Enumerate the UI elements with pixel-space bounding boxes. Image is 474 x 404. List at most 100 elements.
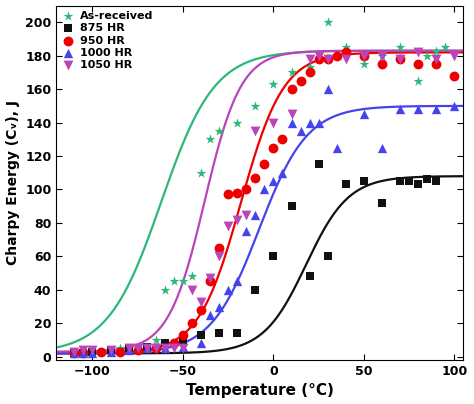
950 HR	[215, 245, 223, 251]
875 HR	[342, 181, 350, 188]
As-received	[98, 348, 105, 355]
1000 HR	[71, 350, 78, 357]
875 HR	[405, 178, 413, 184]
950 HR	[297, 78, 304, 84]
1050 HR	[143, 345, 151, 351]
875 HR	[414, 181, 422, 188]
950 HR	[261, 161, 268, 168]
950 HR	[378, 61, 386, 67]
1050 HR	[433, 56, 440, 62]
875 HR	[306, 273, 313, 280]
950 HR	[206, 278, 214, 285]
1050 HR	[451, 53, 458, 59]
1050 HR	[224, 223, 232, 229]
1000 HR	[433, 106, 440, 112]
1050 HR	[206, 275, 214, 281]
1050 HR	[243, 211, 250, 218]
As-received	[215, 128, 223, 134]
1050 HR	[342, 56, 350, 62]
875 HR	[125, 345, 132, 351]
875 HR	[270, 253, 277, 260]
1000 HR	[396, 106, 404, 112]
As-received	[125, 345, 132, 351]
As-received	[342, 44, 350, 50]
Legend: As-received, 875 HR, 950 HR, 1000 HR, 1050 HR: As-received, 875 HR, 950 HR, 1000 HR, 10…	[60, 9, 155, 72]
875 HR	[143, 343, 151, 350]
As-received	[396, 44, 404, 50]
950 HR	[188, 320, 196, 326]
950 HR	[279, 136, 286, 143]
As-received	[89, 350, 96, 357]
1000 HR	[233, 278, 241, 285]
1050 HR	[188, 286, 196, 293]
1000 HR	[206, 311, 214, 318]
As-received	[152, 337, 160, 343]
875 HR	[71, 350, 78, 357]
1050 HR	[270, 119, 277, 126]
1000 HR	[252, 211, 259, 218]
As-received	[206, 136, 214, 143]
As-received	[288, 69, 295, 76]
950 HR	[197, 307, 205, 313]
1050 HR	[152, 345, 160, 351]
1000 HR	[143, 345, 151, 351]
Y-axis label: Charpy Energy (Cᵥ), J: Charpy Energy (Cᵥ), J	[6, 100, 19, 265]
875 HR	[378, 200, 386, 206]
As-received	[414, 78, 422, 84]
As-received	[442, 44, 449, 50]
1050 HR	[252, 128, 259, 134]
As-received	[270, 81, 277, 87]
As-received	[378, 53, 386, 59]
1000 HR	[360, 111, 368, 118]
1000 HR	[261, 186, 268, 193]
1050 HR	[107, 347, 114, 353]
1050 HR	[360, 53, 368, 59]
950 HR	[333, 53, 341, 59]
As-received	[116, 345, 123, 351]
1000 HR	[80, 350, 87, 357]
875 HR	[179, 337, 187, 343]
1050 HR	[134, 345, 141, 351]
950 HR	[396, 56, 404, 62]
As-received	[161, 286, 169, 293]
1000 HR	[315, 119, 322, 126]
950 HR	[243, 186, 250, 193]
1000 HR	[107, 348, 114, 355]
1050 HR	[414, 49, 422, 56]
1000 HR	[270, 178, 277, 184]
875 HR	[233, 330, 241, 337]
875 HR	[215, 330, 223, 337]
950 HR	[451, 73, 458, 79]
1000 HR	[125, 347, 132, 353]
As-received	[179, 278, 187, 285]
1050 HR	[80, 347, 87, 353]
1000 HR	[288, 119, 295, 126]
1000 HR	[224, 286, 232, 293]
As-received	[252, 103, 259, 109]
As-received	[80, 348, 87, 355]
1050 HR	[179, 345, 187, 351]
950 HR	[342, 49, 350, 56]
950 HR	[360, 53, 368, 59]
875 HR	[433, 178, 440, 184]
875 HR	[161, 340, 169, 347]
950 HR	[252, 175, 259, 181]
1050 HR	[89, 347, 96, 353]
950 HR	[179, 332, 187, 338]
875 HR	[423, 176, 431, 183]
950 HR	[324, 56, 331, 62]
As-received	[143, 343, 151, 350]
As-received	[433, 47, 440, 54]
1000 HR	[451, 103, 458, 109]
950 HR	[288, 86, 295, 93]
As-received	[360, 61, 368, 67]
875 HR	[324, 253, 331, 260]
1050 HR	[315, 53, 322, 59]
950 HR	[71, 350, 78, 357]
950 HR	[170, 340, 178, 347]
1000 HR	[179, 343, 187, 350]
1000 HR	[215, 303, 223, 310]
1050 HR	[170, 345, 178, 351]
875 HR	[107, 347, 114, 353]
1000 HR	[243, 228, 250, 234]
